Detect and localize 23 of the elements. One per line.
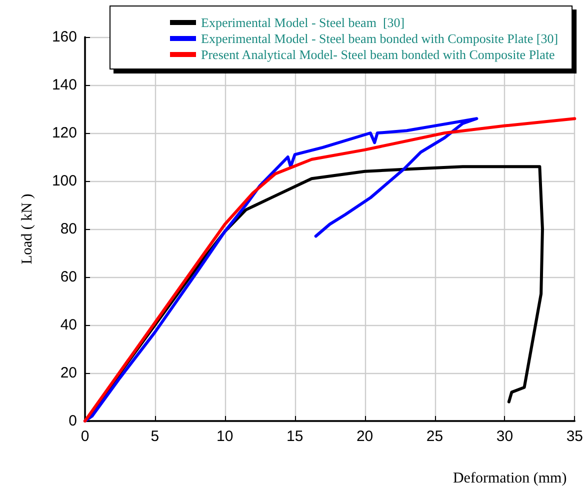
x-tick-label: 5 [150, 428, 160, 445]
line-series [84, 117, 478, 422]
x-tick-label: 25 [426, 428, 444, 445]
y-tick-label: 140 [52, 76, 77, 94]
x-tick-label: 15 [286, 428, 304, 445]
legend-label: Experimental Model - Steel beam bonded with Composite Plate [30] [201, 31, 558, 46]
x-tick-label: 35 [566, 428, 583, 445]
x-tick-label: 30 [496, 428, 514, 445]
y-tick-label: 120 [52, 124, 77, 142]
x-tick-label: 10 [216, 428, 234, 445]
legend-label: Present Analytical Model- Steel beam bonded with Composite Plate [201, 47, 556, 62]
x-tick-label: 0 [80, 428, 90, 445]
y-tick-label: 40 [60, 316, 77, 334]
y-tick-label: 100 [52, 172, 77, 190]
x-axis-title: Deformation (mm) [452, 470, 567, 486]
y-tick-label: 20 [60, 364, 77, 382]
y-tick-label: 80 [60, 220, 77, 238]
y-axis-title: Load ( kN ) [20, 194, 36, 264]
y-tick-label: 160 [52, 28, 77, 46]
x-tick-label: 20 [356, 428, 374, 445]
y-tick-label: 60 [60, 268, 77, 286]
y-tick-label: 0 [68, 412, 77, 430]
legend-label: Experimental Model - Steel beam [30] [201, 15, 405, 30]
